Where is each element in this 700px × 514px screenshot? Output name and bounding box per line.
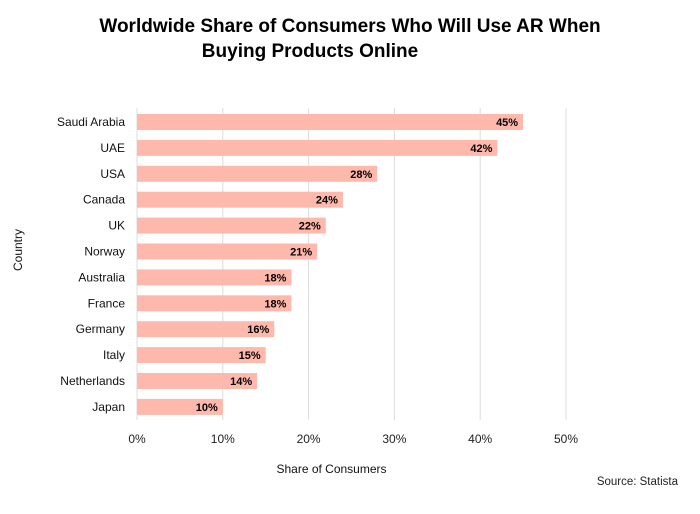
source-note: Source: Statista <box>596 476 678 488</box>
x-tick-label: 10% <box>211 432 235 446</box>
category-label: France <box>88 296 126 310</box>
category-label: Netherlands <box>60 374 125 388</box>
x-tick-label: 30% <box>382 432 406 446</box>
x-axis-title: Share of Consumers <box>276 462 386 476</box>
x-tick-label: 40% <box>468 432 492 446</box>
category-label: USA <box>100 167 125 181</box>
bar <box>137 114 524 130</box>
bar <box>137 139 498 156</box>
value-label: 45% <box>496 117 518 129</box>
bar <box>137 217 326 234</box>
bar <box>137 191 343 208</box>
bar <box>137 347 266 364</box>
category-label: Canada <box>83 193 125 207</box>
chart-title-line1: Worldwide Share of Consumers Who Will Us… <box>99 16 601 37</box>
value-label: 28% <box>350 169 372 181</box>
bar <box>137 373 258 389</box>
value-label: 22% <box>299 221 321 233</box>
value-label: 18% <box>264 272 286 284</box>
category-label: Japan <box>92 400 125 414</box>
x-tick-label: 50% <box>554 432 578 446</box>
value-label: 42% <box>470 143 492 155</box>
value-label: 14% <box>230 376 252 388</box>
value-label: 21% <box>290 247 312 259</box>
bar <box>137 243 318 260</box>
x-tick-label: 0% <box>128 432 146 446</box>
category-label: Norway <box>84 245 125 259</box>
bar <box>137 165 378 182</box>
value-label: 15% <box>239 350 261 362</box>
bar <box>137 269 292 286</box>
category-label: Australia <box>78 270 125 284</box>
category-label: UK <box>108 219 125 233</box>
chart-title-line2: Buying Products Online <box>201 41 419 62</box>
bar <box>137 398 223 415</box>
bar <box>137 295 292 312</box>
category-label: Italy <box>103 348 125 362</box>
category-label: Germany <box>76 322 125 336</box>
value-label: 16% <box>247 324 269 336</box>
value-label: 10% <box>196 402 218 414</box>
y-axis-title: Country <box>11 229 25 271</box>
value-label: 24% <box>316 195 338 207</box>
category-label: Saudi Arabia <box>57 115 125 129</box>
bar <box>137 321 275 338</box>
value-label: 18% <box>264 298 286 310</box>
category-label: UAE <box>100 141 125 155</box>
x-tick-label: 20% <box>297 432 321 446</box>
